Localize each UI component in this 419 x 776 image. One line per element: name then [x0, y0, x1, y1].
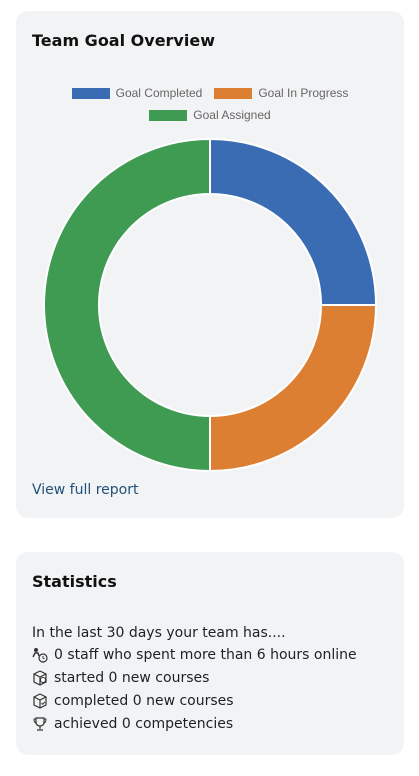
- stat-text-staff-online: 0 staff who spent more than 6 hours onli…: [54, 647, 357, 663]
- stat-line-staff-online: 0 staff who spent more than 6 hours onli…: [32, 647, 357, 663]
- stat-line-courses-completed: completed 0 new courses: [32, 693, 234, 709]
- donut-slice-goal-in-progress[interactable]: [209, 304, 378, 473]
- chart-legend-row-1: Goal Completed Goal In Progress: [16, 86, 404, 100]
- legend-item-goal-completed[interactable]: Goal Completed: [71, 86, 203, 100]
- stat-text-courses-started: started 0 new courses: [54, 670, 210, 686]
- staff-clock-icon: [32, 648, 48, 663]
- legend-item-goal-assigned[interactable]: Goal Assigned: [149, 108, 271, 122]
- goal-overview-title: Team Goal Overview: [32, 31, 215, 50]
- goal-donut-chart: [43, 137, 378, 473]
- legend-label-assigned: Goal Assigned: [193, 108, 271, 122]
- course-started-icon: [33, 670, 47, 686]
- trophy-icon: [33, 717, 47, 731]
- legend-label-in-progress: Goal In Progress: [258, 86, 349, 100]
- donut-slice-goal-completed[interactable]: [209, 137, 378, 306]
- stat-text-competencies: achieved 0 competencies: [54, 716, 234, 732]
- chart-legend-row-2: Goal Assigned: [16, 108, 404, 122]
- course-completed-icon: [33, 693, 47, 709]
- legend-swatch-in-progress: [214, 87, 253, 99]
- stat-line-competencies: achieved 0 competencies: [32, 716, 233, 732]
- statistics-intro: In the last 30 days your team has....: [32, 625, 286, 641]
- stat-text-courses-completed: completed 0 new courses: [54, 693, 234, 709]
- legend-item-goal-in-progress[interactable]: Goal In Progress: [214, 86, 348, 100]
- team-goal-overview-card: Team Goal Overview Goal Completed Goal I…: [16, 11, 404, 518]
- statistics-card: Statistics In the last 30 days your team…: [16, 552, 404, 755]
- legend-swatch-assigned: [149, 109, 188, 121]
- legend-swatch-completed: [71, 87, 110, 99]
- legend-label-completed: Goal Completed: [115, 86, 203, 100]
- view-full-report-link[interactable]: View full report: [32, 482, 139, 498]
- statistics-title: Statistics: [32, 572, 117, 591]
- donut-slice-goal-assigned[interactable]: [43, 137, 211, 473]
- stat-line-courses-started: started 0 new courses: [32, 670, 209, 686]
